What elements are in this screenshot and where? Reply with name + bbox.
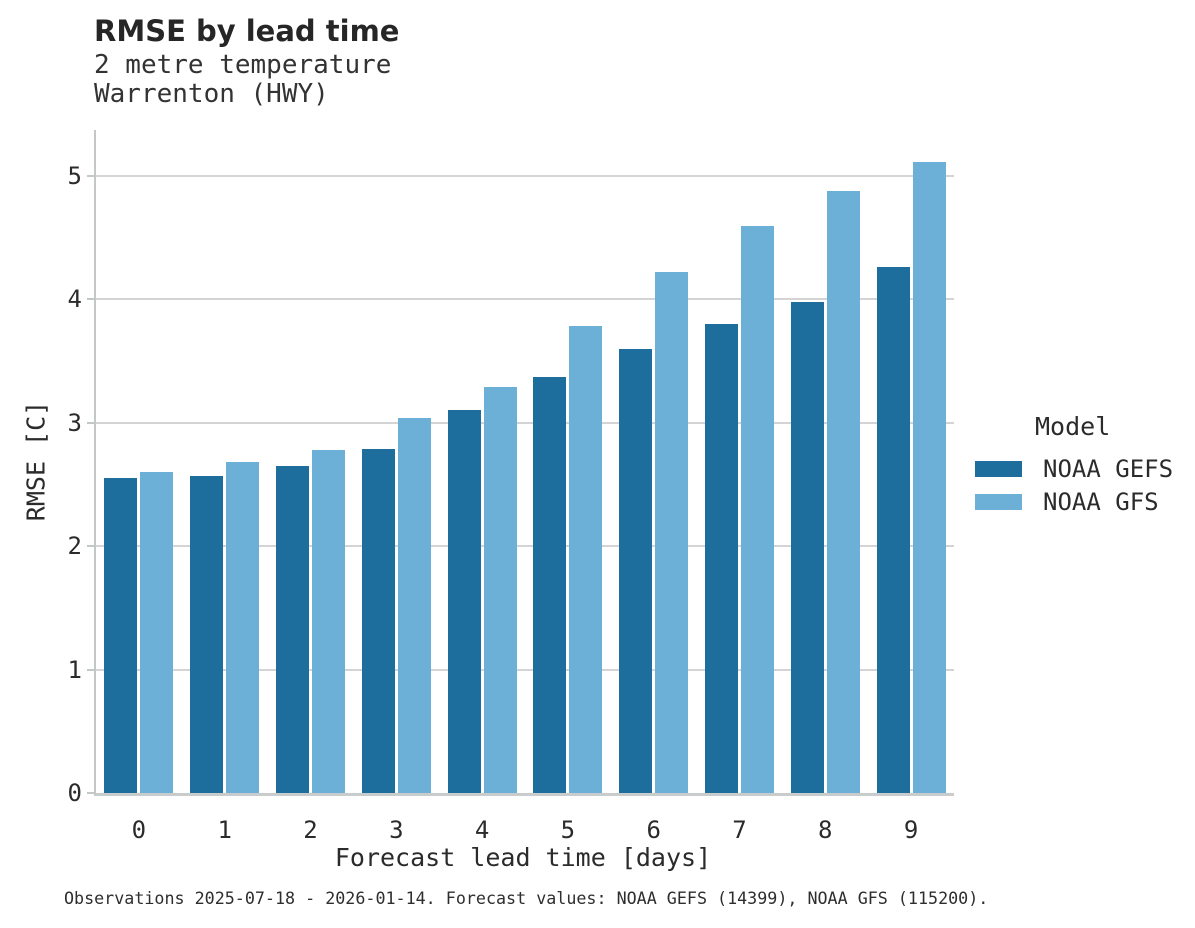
chart-caption: Observations 2025-07-18 - 2026-01-14. Fo… — [64, 888, 989, 908]
bar-noaa-gefs-lead-3 — [361, 448, 395, 793]
bar-group-lead-8: 8 — [782, 130, 868, 844]
bar-noaa-gefs-lead-1 — [190, 475, 224, 793]
bar-group-lead-3: 3 — [353, 130, 439, 844]
bar-noaa-gfs-lead-9 — [912, 162, 946, 793]
x-tick-label-3: 3 — [389, 816, 404, 844]
bar-noaa-gefs-lead-0 — [104, 478, 138, 793]
y-tick-1 — [87, 668, 94, 671]
y-tick-5 — [87, 174, 94, 177]
gridline-y-4 — [96, 298, 954, 301]
gridline-y-3 — [96, 421, 954, 424]
y-tick-label-5: 5 — [67, 161, 82, 190]
bar-noaa-gfs-lead-1 — [226, 462, 260, 793]
y-tick-4 — [87, 298, 94, 301]
x-tick-label-7: 7 — [732, 816, 747, 844]
bar-noaa-gefs-lead-5 — [533, 376, 567, 793]
y-tick-label-2: 2 — [67, 532, 82, 561]
bar-noaa-gefs-lead-8 — [790, 301, 824, 793]
bar-noaa-gfs-lead-4 — [483, 386, 517, 793]
gridline-y-2 — [96, 545, 954, 548]
legend-swatch-noaa-gefs — [975, 461, 1022, 477]
bar-noaa-gfs-lead-0 — [140, 472, 174, 793]
legend-item-noaa-gfs: NOAA GFS — [975, 488, 1159, 516]
x-tick-label-0: 0 — [131, 816, 147, 844]
legend-item-noaa-gefs: NOAA GEFS — [975, 455, 1174, 483]
bar-group-lead-6: 6 — [611, 130, 697, 844]
y-tick-label-0: 0 — [67, 779, 82, 807]
bar-groups: 0 1 2 3 4 5 6 7 8 9 — [96, 130, 954, 844]
bar-noaa-gfs-lead-8 — [826, 190, 860, 793]
bar-group-lead-1: 1 — [182, 130, 268, 844]
legend-title: Model — [1035, 412, 1111, 441]
x-axis-title: Forecast lead time [days] — [334, 843, 712, 872]
x-tick-label-8: 8 — [818, 816, 833, 844]
bar-group-lead-7: 7 — [697, 130, 783, 844]
bar-group-lead-5: 5 — [525, 130, 611, 844]
bar-noaa-gfs-lead-6 — [655, 271, 689, 793]
bar-group-lead-2: 2 — [268, 130, 354, 844]
bar-group-lead-0: 0 — [96, 130, 182, 844]
x-tick-label-9: 9 — [903, 816, 919, 844]
gridline-y-5 — [96, 174, 954, 177]
bar-group-lead-9: 9 — [868, 130, 954, 844]
y-tick-2 — [87, 545, 94, 548]
bar-noaa-gefs-lead-7 — [704, 323, 738, 793]
bar-noaa-gfs-lead-2 — [311, 449, 345, 793]
bar-noaa-gefs-lead-4 — [447, 410, 481, 793]
y-tick-label-4: 4 — [67, 285, 82, 314]
bar-noaa-gfs-lead-3 — [397, 417, 431, 793]
y-tick-3 — [87, 421, 94, 424]
legend-label-noaa-gefs: NOAA GEFS — [1043, 455, 1174, 483]
x-tick-label-1: 1 — [217, 816, 232, 844]
gridline-y-1 — [96, 668, 954, 671]
legend-label-noaa-gfs: NOAA GFS — [1043, 488, 1159, 516]
y-tick-label-1: 1 — [67, 655, 82, 684]
bar-group-lead-4: 4 — [439, 130, 525, 844]
bar-noaa-gefs-lead-9 — [876, 267, 910, 793]
bar-noaa-gfs-lead-7 — [740, 226, 774, 793]
bar-noaa-gefs-lead-2 — [275, 465, 309, 793]
y-tick-label-3: 3 — [67, 408, 82, 437]
x-tick-label-2: 2 — [303, 816, 318, 844]
x-tick-label-6: 6 — [646, 816, 661, 844]
y-tick-0 — [87, 792, 94, 794]
subtitle-line-2: Warrenton (HWY) — [94, 79, 329, 109]
legend-swatch-noaa-gfs — [975, 494, 1022, 510]
chart-subtitle: 2 metre temperature Warrenton (HWY) — [94, 51, 391, 109]
x-tick-label-5: 5 — [560, 816, 576, 844]
plot-area: 0 1 2 3 4 5 0 1 2 3 4 5 6 7 8 9 — [68, 130, 954, 844]
bar-noaa-gefs-lead-6 — [619, 348, 653, 793]
subtitle-line-1: 2 metre temperature — [94, 50, 392, 80]
chart-title: RMSE by lead time — [94, 14, 400, 48]
bar-noaa-gfs-lead-5 — [569, 326, 603, 793]
x-tick-label-4: 4 — [474, 816, 490, 844]
